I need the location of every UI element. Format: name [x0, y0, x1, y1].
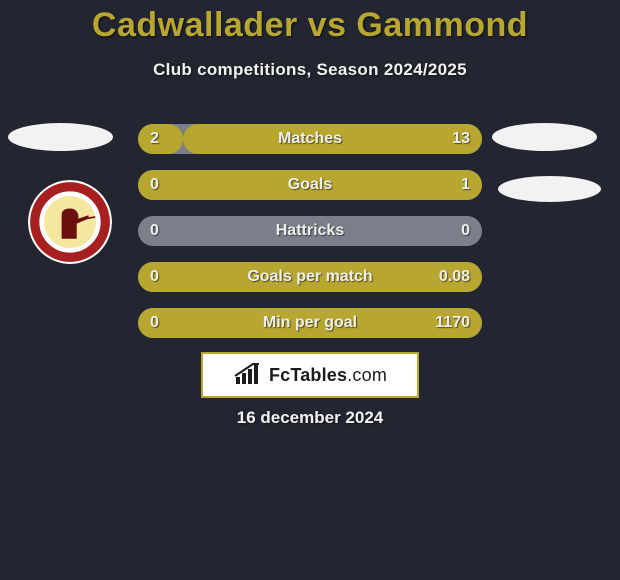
brand-text: FcTables.com — [269, 365, 387, 386]
stat-label: Goals per match — [138, 262, 482, 292]
stat-row: 213Matches — [138, 124, 482, 154]
stat-row: 00Hattricks — [138, 216, 482, 246]
brand-attribution: FcTables.com — [201, 352, 419, 398]
brand-text-suffix: .com — [347, 365, 387, 385]
club-badge-left — [28, 180, 112, 264]
snapshot-date: 16 december 2024 — [0, 408, 620, 428]
stat-label: Min per goal — [138, 308, 482, 338]
page-subtitle: Club competitions, Season 2024/2025 — [0, 60, 620, 80]
stat-label: Matches — [138, 124, 482, 154]
stat-row: 00.08Goals per match — [138, 262, 482, 292]
page-title: Cadwallader vs Gammond — [0, 6, 620, 45]
stat-row: 01170Min per goal — [138, 308, 482, 338]
stat-label: Hattricks — [138, 216, 482, 246]
stat-row: 01Goals — [138, 170, 482, 200]
stat-label: Goals — [138, 170, 482, 200]
player-avatar-placeholder-right-1 — [492, 123, 597, 151]
brand-chart-icon — [233, 363, 263, 387]
comparison-bars: 213Matches 01Goals 00Hattricks 00.08Goals p… — [138, 124, 482, 354]
club-badge-svg — [28, 180, 112, 264]
player-avatar-placeholder-left — [8, 123, 113, 151]
brand-text-prefix: FcTables — [269, 365, 347, 385]
player-avatar-placeholder-right-2 — [498, 176, 601, 202]
